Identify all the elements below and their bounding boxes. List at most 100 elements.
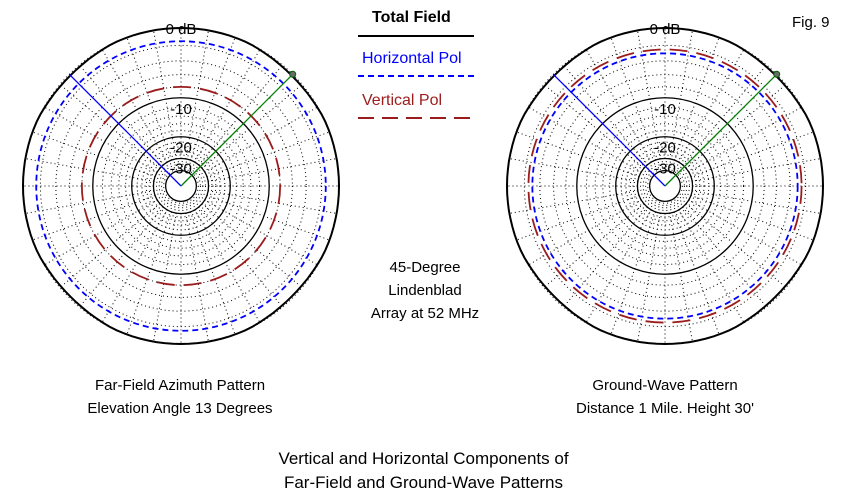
- right-grid-spoke: [692, 158, 821, 182]
- array-description-line: Lindenblad: [388, 282, 462, 299]
- right-grid-ring: [553, 74, 777, 298]
- left-grid-ring: [164, 169, 198, 203]
- right-grid-ring: [647, 168, 683, 204]
- right-grid-spoke: [563, 206, 648, 308]
- left-grid-spoke: [204, 199, 319, 266]
- left-series-horizontal-pol: [35, 40, 327, 332]
- legend-vertical-pol-label: Vertical Pol: [362, 92, 443, 109]
- left-series-vertical-pol: [80, 85, 282, 287]
- left-grid-ring: [145, 150, 217, 222]
- legend-total-field-label: Total Field: [372, 9, 451, 26]
- array-description: 45-Degree Lindenblad Array at 52 MHz: [340, 256, 510, 325]
- left-grid-ring: [141, 146, 221, 226]
- left-grid-ring: [125, 130, 237, 242]
- left-grid-ring: [55, 60, 307, 312]
- left-grid-spoke: [198, 64, 283, 166]
- right-grid-spoke: [685, 84, 787, 169]
- array-description-line: 45-Degree: [389, 259, 461, 276]
- right-ring-label: -10: [654, 101, 676, 118]
- right-grid-spoke: [690, 194, 814, 241]
- left-grid-spoke: [101, 48, 168, 163]
- left-grid-spoke: [25, 158, 154, 182]
- right-grid-spoke: [610, 211, 657, 335]
- left-cursor-line: [68, 73, 182, 187]
- left-grid-ring: [101, 106, 261, 266]
- right-grid-ring: [539, 60, 791, 312]
- left-grid-ring: [161, 166, 201, 206]
- left-cursor-marker: [289, 70, 297, 78]
- left-grid-spoke: [189, 211, 236, 335]
- left-grid-ring: [156, 161, 206, 211]
- left-grid-spoke: [206, 131, 330, 178]
- left-grid-spoke: [194, 48, 261, 163]
- left-plot-caption-line: Far-Field Azimuth Pattern: [94, 377, 266, 394]
- left-grid-spoke: [206, 194, 330, 241]
- right-grid-spoke: [543, 203, 645, 288]
- left-grid-spoke: [153, 213, 177, 342]
- left-grid-spoke: [208, 158, 337, 182]
- left-grid-spoke: [59, 84, 161, 169]
- left-grid-spoke: [208, 190, 337, 214]
- left-grid-spoke: [194, 209, 261, 324]
- right-grid-ring: [602, 123, 728, 249]
- left-grid-spoke: [185, 30, 209, 159]
- array-description-line: Array at 52 MHz: [370, 305, 480, 322]
- left-grid-spoke: [32, 194, 156, 241]
- right-grid-ring: [648, 169, 682, 203]
- right-grid-spoke: [527, 199, 642, 266]
- bottom-caption: Vertical and Horizontal Components of Fa…: [0, 447, 847, 495]
- left-grid-spoke: [101, 209, 168, 324]
- right-grid-ring: [523, 44, 807, 328]
- left-grid-spoke: [43, 106, 158, 173]
- left-grid-ring: [158, 163, 204, 209]
- left-grid-spoke: [185, 213, 209, 342]
- right-grid-spoke: [685, 203, 787, 288]
- left-cursor-line: [180, 73, 294, 187]
- right-cursor-line: [552, 73, 666, 187]
- right-plot-caption: Ground-Wave Pattern Distance 1 Mile. Hei…: [485, 374, 845, 420]
- right-grid-ring: [625, 146, 705, 226]
- right-grid-spoke: [527, 106, 642, 173]
- right-grid-ring: [633, 154, 697, 218]
- left-grid-spoke: [32, 131, 156, 178]
- right-grid-ring: [645, 166, 685, 206]
- right-cursor-marker: [773, 70, 781, 78]
- left-grid-ring: [110, 115, 252, 257]
- right-plot-caption-line: Distance 1 Mile. Height 30': [576, 400, 754, 417]
- right-grid-spoke: [692, 190, 821, 214]
- left-grid-ring: [163, 168, 199, 204]
- right-grid-spoke: [563, 64, 648, 166]
- right-grid-spoke: [688, 106, 803, 173]
- left-ring-label: -10: [170, 101, 192, 118]
- right-grid-ring: [609, 130, 721, 242]
- left-grid-spoke: [201, 203, 303, 288]
- right-plot-caption-line: Ground-Wave Pattern: [592, 377, 738, 394]
- left-grid-ring: [149, 154, 213, 218]
- right-ring-label: 0 dB: [650, 21, 681, 38]
- left-grid-spoke: [198, 206, 283, 308]
- left-grid-ring: [39, 44, 323, 328]
- right-grid-spoke: [543, 84, 645, 169]
- left-grid-spoke: [153, 30, 177, 159]
- bottom-caption-line: Far-Field and Ground-Wave Patterns: [283, 473, 564, 492]
- left-ring-label: -30: [170, 160, 192, 177]
- left-grid-spoke: [201, 84, 303, 169]
- right-grid-ring: [640, 161, 690, 211]
- right-grid-spoke: [637, 30, 661, 159]
- left-grid-spoke: [59, 203, 161, 288]
- right-grid-ring: [594, 115, 736, 257]
- legend-horizontal-pol-label: Horizontal Pol: [362, 50, 462, 67]
- right-grid-spoke: [585, 48, 652, 163]
- right-grid-ring: [629, 150, 701, 222]
- right-grid-ring: [585, 106, 745, 266]
- left-grid-spoke: [126, 37, 173, 161]
- left-ring-label: -20: [170, 140, 192, 157]
- left-ring-label: 0 dB: [166, 21, 197, 38]
- right-grid-ring: [642, 163, 688, 209]
- left-grid-spoke: [189, 37, 236, 161]
- bottom-caption-line: Vertical and Horizontal Components of: [278, 449, 569, 468]
- left-grid-spoke: [204, 106, 319, 173]
- left-grid-ring: [69, 74, 293, 298]
- right-grid-spoke: [637, 213, 661, 342]
